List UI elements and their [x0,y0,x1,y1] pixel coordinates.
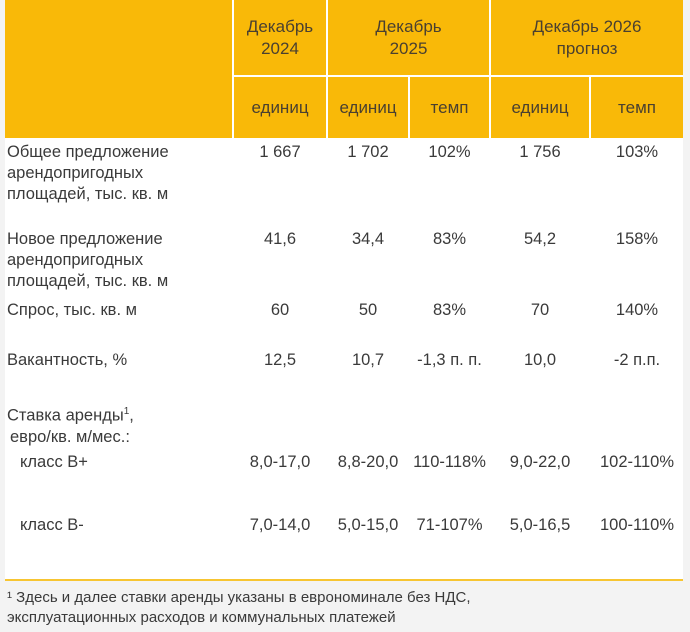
header-text: прогноз [556,38,618,58]
table-cell: 83% [432,301,467,319]
footnote-line: эксплуатационных расходов и коммунальных… [7,609,396,626]
table-cell: -2 п.п. [613,351,661,369]
table-cell: 5,0-15,0 [337,516,399,534]
table-cell: 8,0-17,0 [249,453,311,471]
table-cell: 1 667 [259,143,301,161]
table-cell: 8,8-20,0 [337,453,399,471]
table-cell: 1 702 [347,143,389,161]
table-cell: 60 [270,301,290,319]
table-cell: 71-107% [416,516,483,534]
row-label: Ставка аренды1, евро/кв. м/мес.: [7,401,134,448]
label-text: арендопригодных [7,251,144,269]
label-text: площадей, тыс. кв. м [7,185,169,203]
label-text: , [129,406,134,425]
footnote-line: ¹ Здесь и далее ставки аренды указаны в … [7,589,471,606]
label-text: Общее предложение [7,143,169,161]
header-text: Декабрь [246,16,314,36]
footnote-mark: 1 [123,406,130,417]
label-text: Вакантность, % [7,351,128,369]
subheader-rate: темп [410,77,489,138]
table-cell: 10,0 [523,351,557,369]
label-text: Новое предложение [7,230,163,248]
table-cell: 70 [530,301,550,319]
header-text: 2024 [261,38,299,58]
table-cell: 10,7 [351,351,385,369]
header-text: Декабрь [375,16,442,36]
subheader-rate: темп [591,77,683,138]
header-dec-2024: Декабрь 2024 [234,0,326,75]
table-cell: 5,0-16,5 [509,516,571,534]
row-label: Спрос, тыс. кв. м [7,300,137,321]
header-empty-cell [5,0,232,138]
table-cell: 158% [615,230,659,248]
table-cell: 12,5 [263,351,297,369]
table-cell: 7,0-14,0 [249,516,311,534]
table-cell: 34,4 [351,230,385,248]
label-text: Ставка аренды [7,406,124,425]
label-text: класс В- [20,516,84,534]
header-text: Декабрь 2026 [532,16,642,36]
subheader-units: единиц [234,77,326,138]
table-cell: 83% [432,230,467,248]
row-label: класс В+ [20,452,88,473]
table-cell: 50 [358,301,378,319]
row-label: Вакантность, % [7,350,127,371]
table-cell: 9,0-22,0 [509,453,571,471]
label-text: класс В+ [20,453,88,471]
footnote: ¹ Здесь и далее ставки аренды указаны в … [7,588,471,628]
label-text: площадей, тыс. кв. м [7,272,169,290]
divider [5,579,683,581]
header-dec-2025: Декабрь 2025 [328,0,489,75]
header-dec-2026-forecast: Декабрь 2026 прогноз [491,0,683,75]
table-cell: 110-118% [413,453,486,471]
row-label: Новое предложение арендопригодных площадей… [7,229,168,292]
table-cell: 1 756 [519,143,561,161]
table-cell: 103% [615,143,659,161]
row-label: Общее предложение арендопригодных площадей… [7,142,169,205]
label-text: евро/кв. м/мес.: [10,427,130,446]
table-cell: 140% [615,301,659,319]
label-text: Спрос, тыс. кв. м [7,301,137,319]
table-cell: 102% [428,143,471,161]
label-text: арендопригодных [7,164,144,182]
table-cell: 54,2 [523,230,557,248]
table-cell: -1,3 п. п. [417,351,482,369]
header-text: 2025 [389,38,428,58]
row-label: класс В- [20,515,84,536]
table-cell: 100-110% [599,516,674,534]
table-cell: 41,6 [263,230,297,248]
table-cell: 102-110% [599,453,674,471]
subheader-units: единиц [491,77,589,138]
subheader-units: единиц [328,77,408,138]
